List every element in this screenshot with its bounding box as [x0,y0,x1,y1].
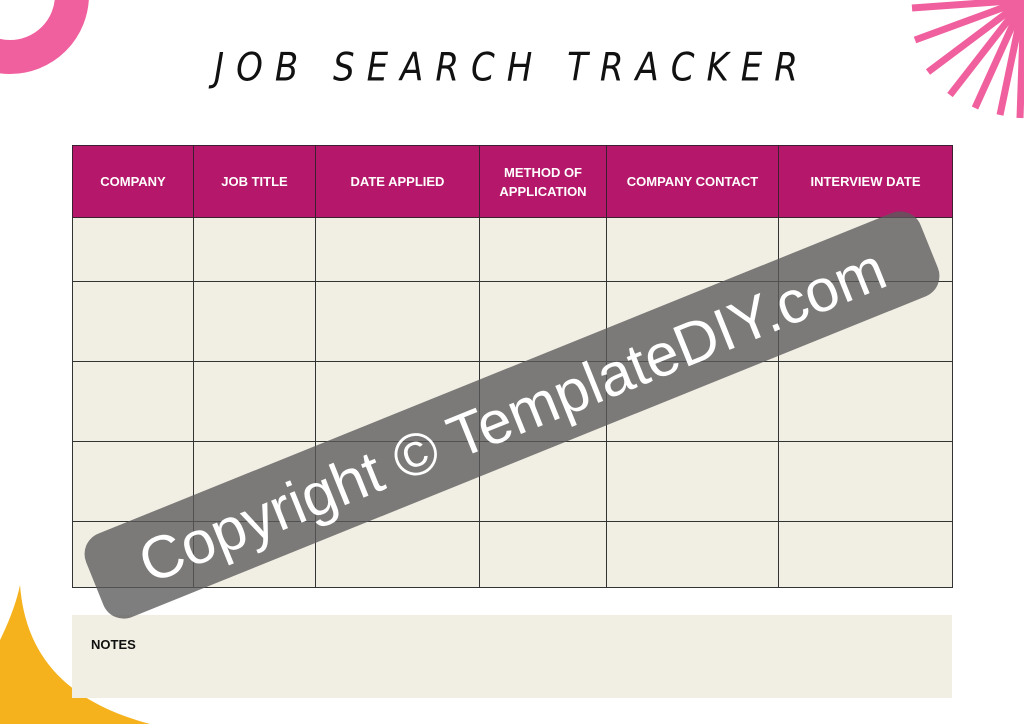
header-contact: COMPANY CONTACT [606,145,779,218]
table-cell[interactable] [778,441,953,522]
table-cell[interactable] [778,521,953,588]
pink-ring-decoration [0,0,89,74]
header-company: COMPANY [72,145,194,218]
table-cell[interactable] [606,521,779,588]
pink-sunburst-decoration [911,0,1024,119]
header-date-applied: DATE APPLIED [315,145,480,218]
header-row: COMPANY JOB TITLE DATE APPLIED METHOD OF… [72,145,953,218]
header-method: METHOD OF APPLICATION [479,145,607,218]
table-cell[interactable] [479,281,607,362]
table-cell[interactable] [606,441,779,522]
table-cell[interactable] [193,361,316,442]
table-cell[interactable] [72,217,194,282]
table-cell[interactable] [315,281,480,362]
header-interview-date: INTERVIEW DATE [778,145,953,218]
table-cell[interactable] [72,281,194,362]
notes-label: NOTES [91,637,136,652]
table-cell[interactable] [479,217,607,282]
table-cell[interactable] [479,521,607,588]
table-cell[interactable] [193,281,316,362]
header-job-title: JOB TITLE [193,145,316,218]
table-cell[interactable] [315,217,480,282]
table-cell[interactable] [315,521,480,588]
table-cell[interactable] [72,361,194,442]
notes-box[interactable]: NOTES [72,615,952,698]
table-cell[interactable] [193,217,316,282]
yellow-curve-decoration [0,585,150,724]
table-cell[interactable] [778,361,953,442]
page-title: JOB SEARCH TRACKER [214,45,810,91]
